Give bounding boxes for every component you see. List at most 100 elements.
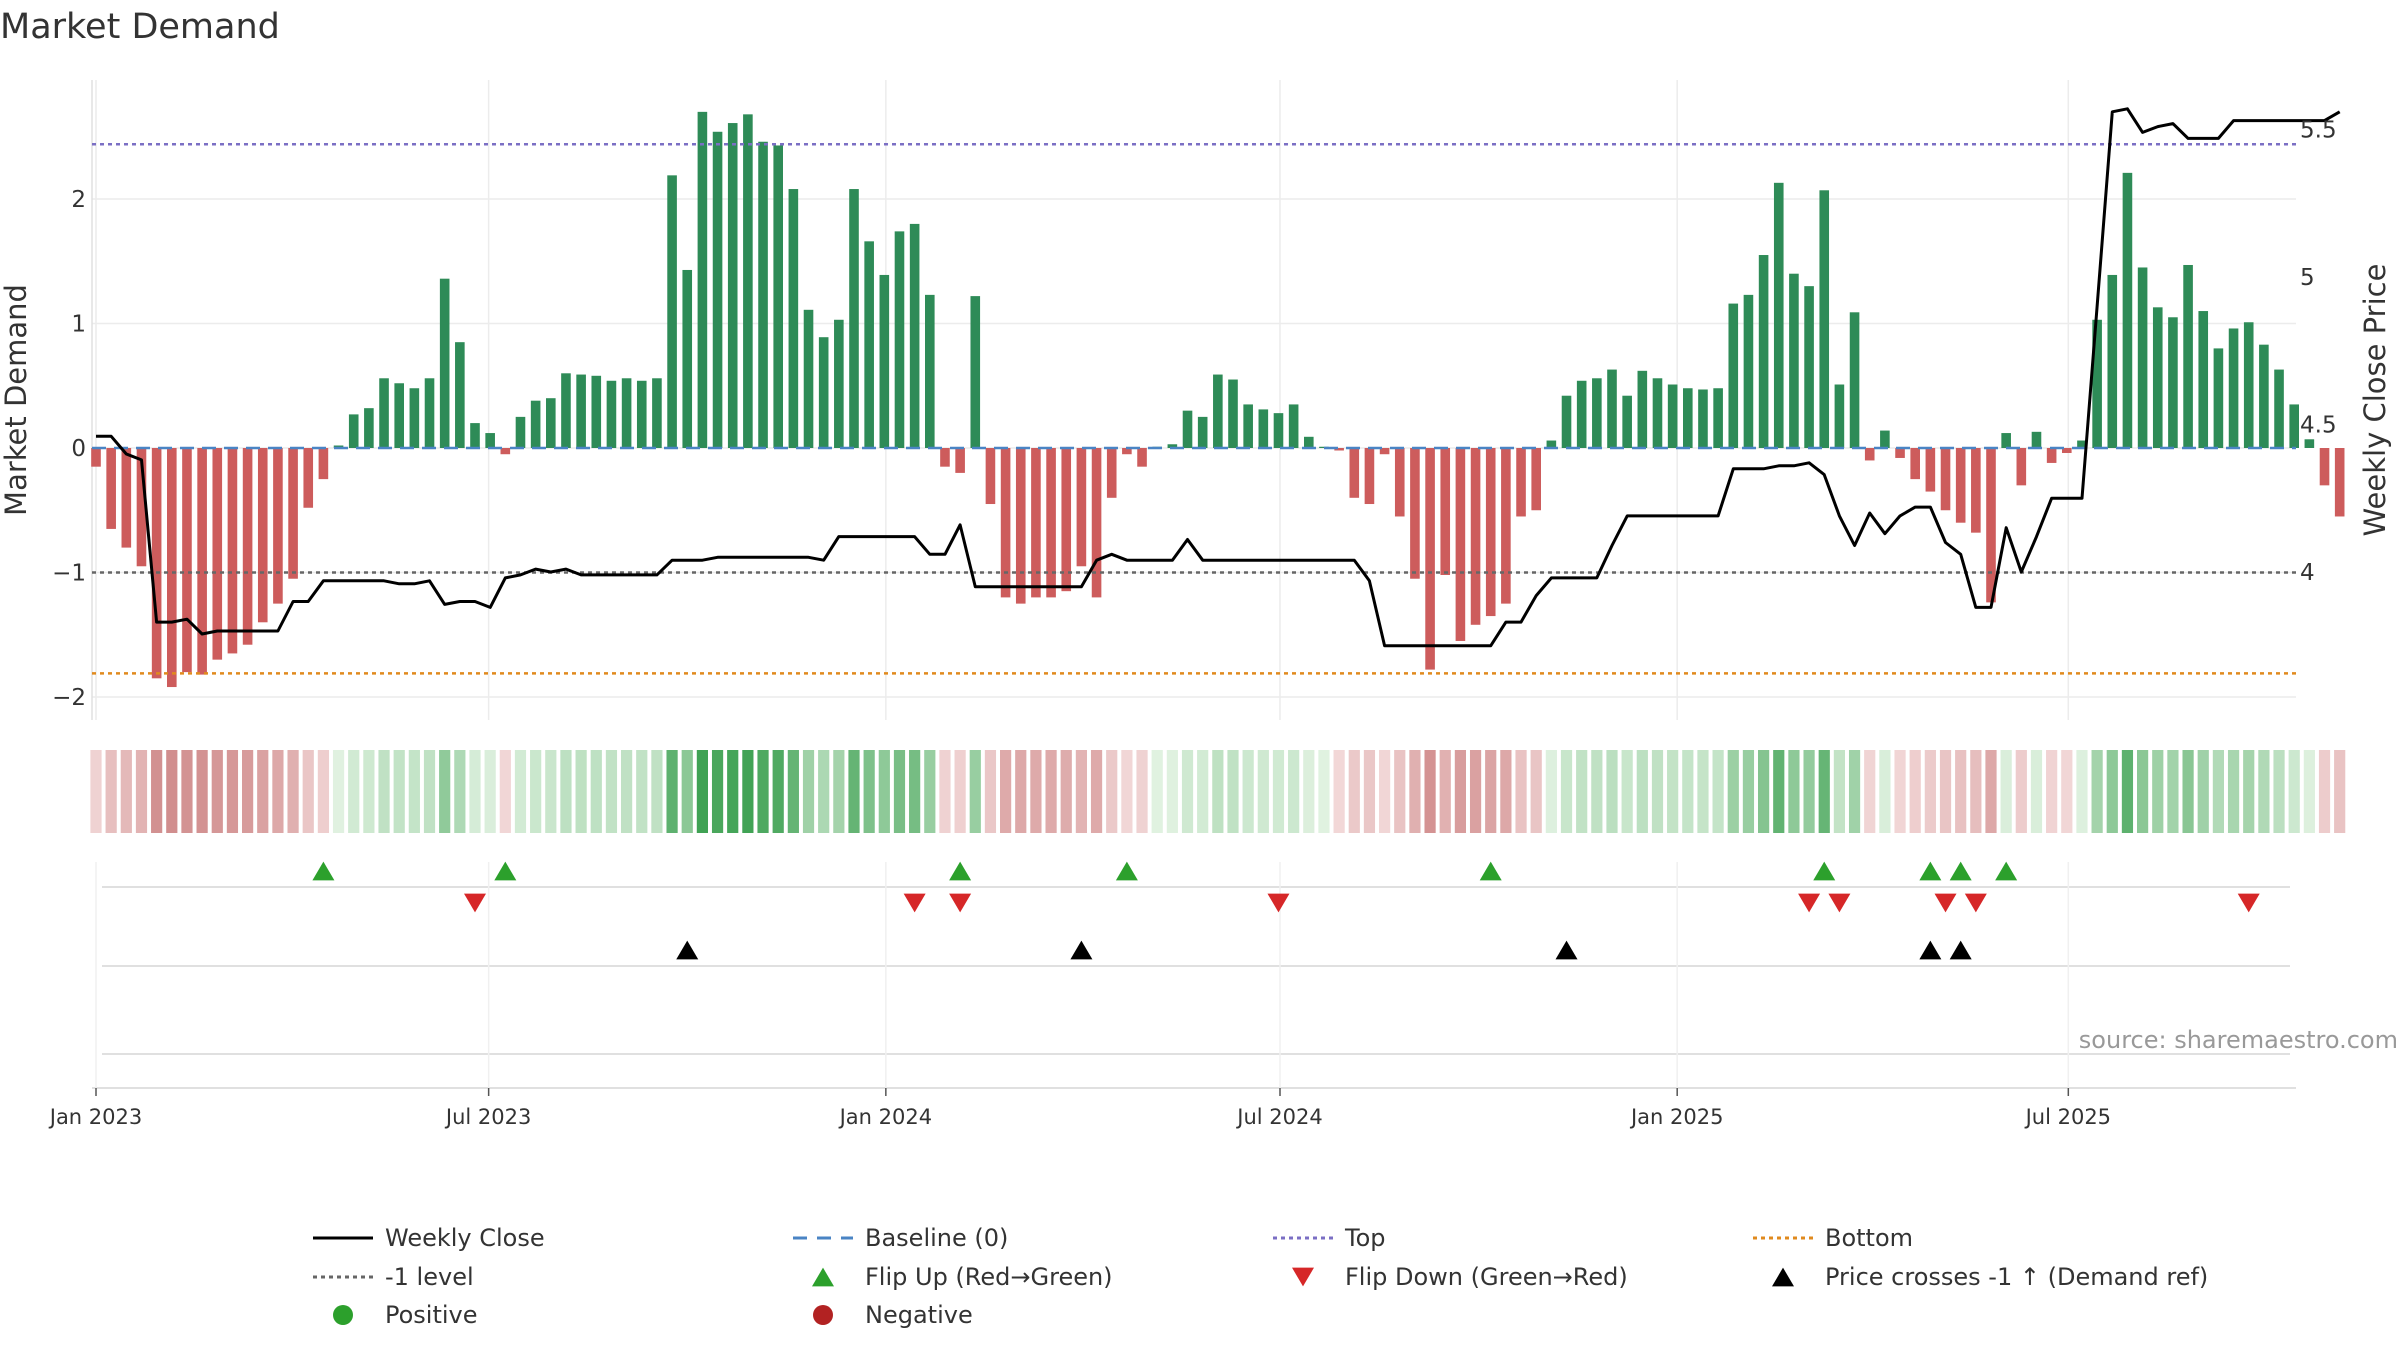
flip-up-marker bbox=[1479, 861, 1502, 881]
heat-cell bbox=[1651, 750, 1664, 833]
legend-swatch bbox=[1772, 1267, 1794, 1287]
flip-down-marker bbox=[1267, 893, 1290, 913]
legend-label: Weekly Close bbox=[385, 1224, 545, 1252]
demand-bar bbox=[2077, 440, 2087, 448]
heat-cell bbox=[1075, 750, 1087, 833]
demand-bar bbox=[682, 269, 693, 448]
demand-bar bbox=[1122, 448, 1132, 455]
heat-cell bbox=[2152, 750, 2164, 833]
heat-cell bbox=[742, 750, 754, 833]
demand-bar bbox=[652, 378, 662, 448]
legend: Weekly Close Baseline (0) Top Bottom -1 leve… bbox=[313, 1224, 2208, 1329]
legend-swatch bbox=[1292, 1267, 1314, 1287]
demand-bar bbox=[1713, 388, 1723, 448]
demand-bar bbox=[394, 383, 404, 448]
heat-cell bbox=[969, 750, 981, 833]
demand-bar bbox=[1728, 303, 1739, 448]
heat-cell bbox=[2015, 750, 2027, 833]
heat-cell bbox=[196, 750, 208, 833]
demand-bar bbox=[955, 448, 965, 473]
demand-bar bbox=[1986, 448, 1996, 603]
demand-bar bbox=[1743, 294, 1754, 448]
demand-bar bbox=[1015, 448, 1026, 604]
demand-bar bbox=[424, 378, 435, 448]
y-tick-label: 1 bbox=[71, 312, 86, 338]
x-axis-ticks: Jan 2023 Jul 2023 Jan 2024 Jul 2024 Jan 2025… bbox=[48, 1088, 2111, 1129]
heat-cell bbox=[454, 750, 466, 833]
heat-cell bbox=[2030, 750, 2043, 833]
legend-label: -1 level bbox=[385, 1263, 474, 1291]
demand-bar bbox=[1758, 255, 1769, 448]
heat-cell bbox=[484, 750, 496, 833]
demand-bar bbox=[1304, 436, 1314, 448]
heat-cell bbox=[1591, 750, 1603, 833]
heat-cell bbox=[878, 750, 890, 833]
demand-bar bbox=[909, 223, 920, 448]
heat-cell bbox=[2197, 750, 2209, 833]
demand-heat-strip bbox=[90, 750, 2346, 833]
y-axis-label-right: Weekly Close Price bbox=[2358, 264, 2392, 537]
legend-item: Baseline (0) bbox=[793, 1224, 1008, 1252]
heat-cell bbox=[90, 750, 102, 833]
demand-bar bbox=[1622, 395, 1632, 448]
demand-bar bbox=[1819, 190, 1830, 448]
heat-cell bbox=[2243, 750, 2255, 833]
flip-up-marker bbox=[1919, 861, 1942, 881]
heat-cell bbox=[2318, 750, 2331, 833]
demand-bar bbox=[167, 448, 177, 688]
heat-cell bbox=[575, 750, 587, 833]
flip-down-marker bbox=[1964, 893, 1987, 913]
y-tick-label-right: 4.5 bbox=[2300, 413, 2337, 439]
heat-cell bbox=[2182, 750, 2194, 833]
demand-bar bbox=[1000, 448, 1011, 598]
demand-bar bbox=[1607, 369, 1617, 448]
heat-cell bbox=[1727, 750, 1739, 833]
demand-bar bbox=[182, 448, 192, 673]
demand-bar bbox=[1864, 448, 1875, 461]
price-cross-marker bbox=[1949, 940, 1972, 960]
demand-bar bbox=[1364, 448, 1375, 505]
demand-bar bbox=[318, 448, 329, 480]
demand-bar bbox=[500, 448, 511, 455]
demand-bar bbox=[91, 448, 101, 467]
heat-cell bbox=[1242, 750, 1254, 833]
heat-cell bbox=[2288, 750, 2300, 833]
demand-bar bbox=[1349, 448, 1360, 498]
demand-bar bbox=[1288, 404, 1299, 448]
heat-cell bbox=[1833, 750, 1845, 833]
demand-bar bbox=[1516, 448, 1526, 517]
y-tick-label: 0 bbox=[71, 436, 86, 462]
demand-bar bbox=[439, 278, 450, 448]
heat-cell bbox=[1924, 750, 1936, 833]
heat-cell bbox=[378, 750, 390, 833]
demand-bar bbox=[2152, 307, 2163, 448]
heat-cell bbox=[1576, 750, 1588, 833]
demand-bar bbox=[1031, 448, 1041, 598]
heat-cell bbox=[1894, 750, 1906, 833]
flip-down-markers bbox=[464, 893, 2260, 913]
demand-bar bbox=[1773, 182, 1784, 448]
demand-bar bbox=[1455, 448, 1466, 641]
flip-up-marker bbox=[494, 861, 517, 881]
demand-bar bbox=[743, 114, 753, 448]
demand-bar bbox=[227, 448, 238, 654]
heat-cell bbox=[1879, 750, 1891, 833]
heat-cell bbox=[1121, 750, 1133, 833]
legend-label: Flip Up (Red→Green) bbox=[865, 1263, 1113, 1291]
heat-cell bbox=[787, 750, 799, 833]
legend-swatch bbox=[333, 1305, 353, 1325]
weekly-close-line bbox=[96, 107, 2341, 648]
legend-item: Negative bbox=[813, 1301, 973, 1329]
demand-bar bbox=[834, 319, 844, 448]
demand-bar bbox=[1243, 404, 1253, 448]
heat-cell bbox=[939, 750, 951, 833]
y-tick-label-right: 5 bbox=[2300, 265, 2315, 291]
heat-cell bbox=[317, 750, 329, 833]
demand-bar bbox=[136, 448, 147, 567]
flip-up-marker bbox=[1115, 861, 1138, 881]
heat-cell bbox=[2106, 750, 2118, 833]
heat-cell bbox=[1212, 750, 1224, 833]
heat-cell bbox=[1136, 750, 1148, 833]
demand-bar bbox=[2092, 319, 2102, 448]
y-tick-label: −1 bbox=[52, 561, 86, 587]
